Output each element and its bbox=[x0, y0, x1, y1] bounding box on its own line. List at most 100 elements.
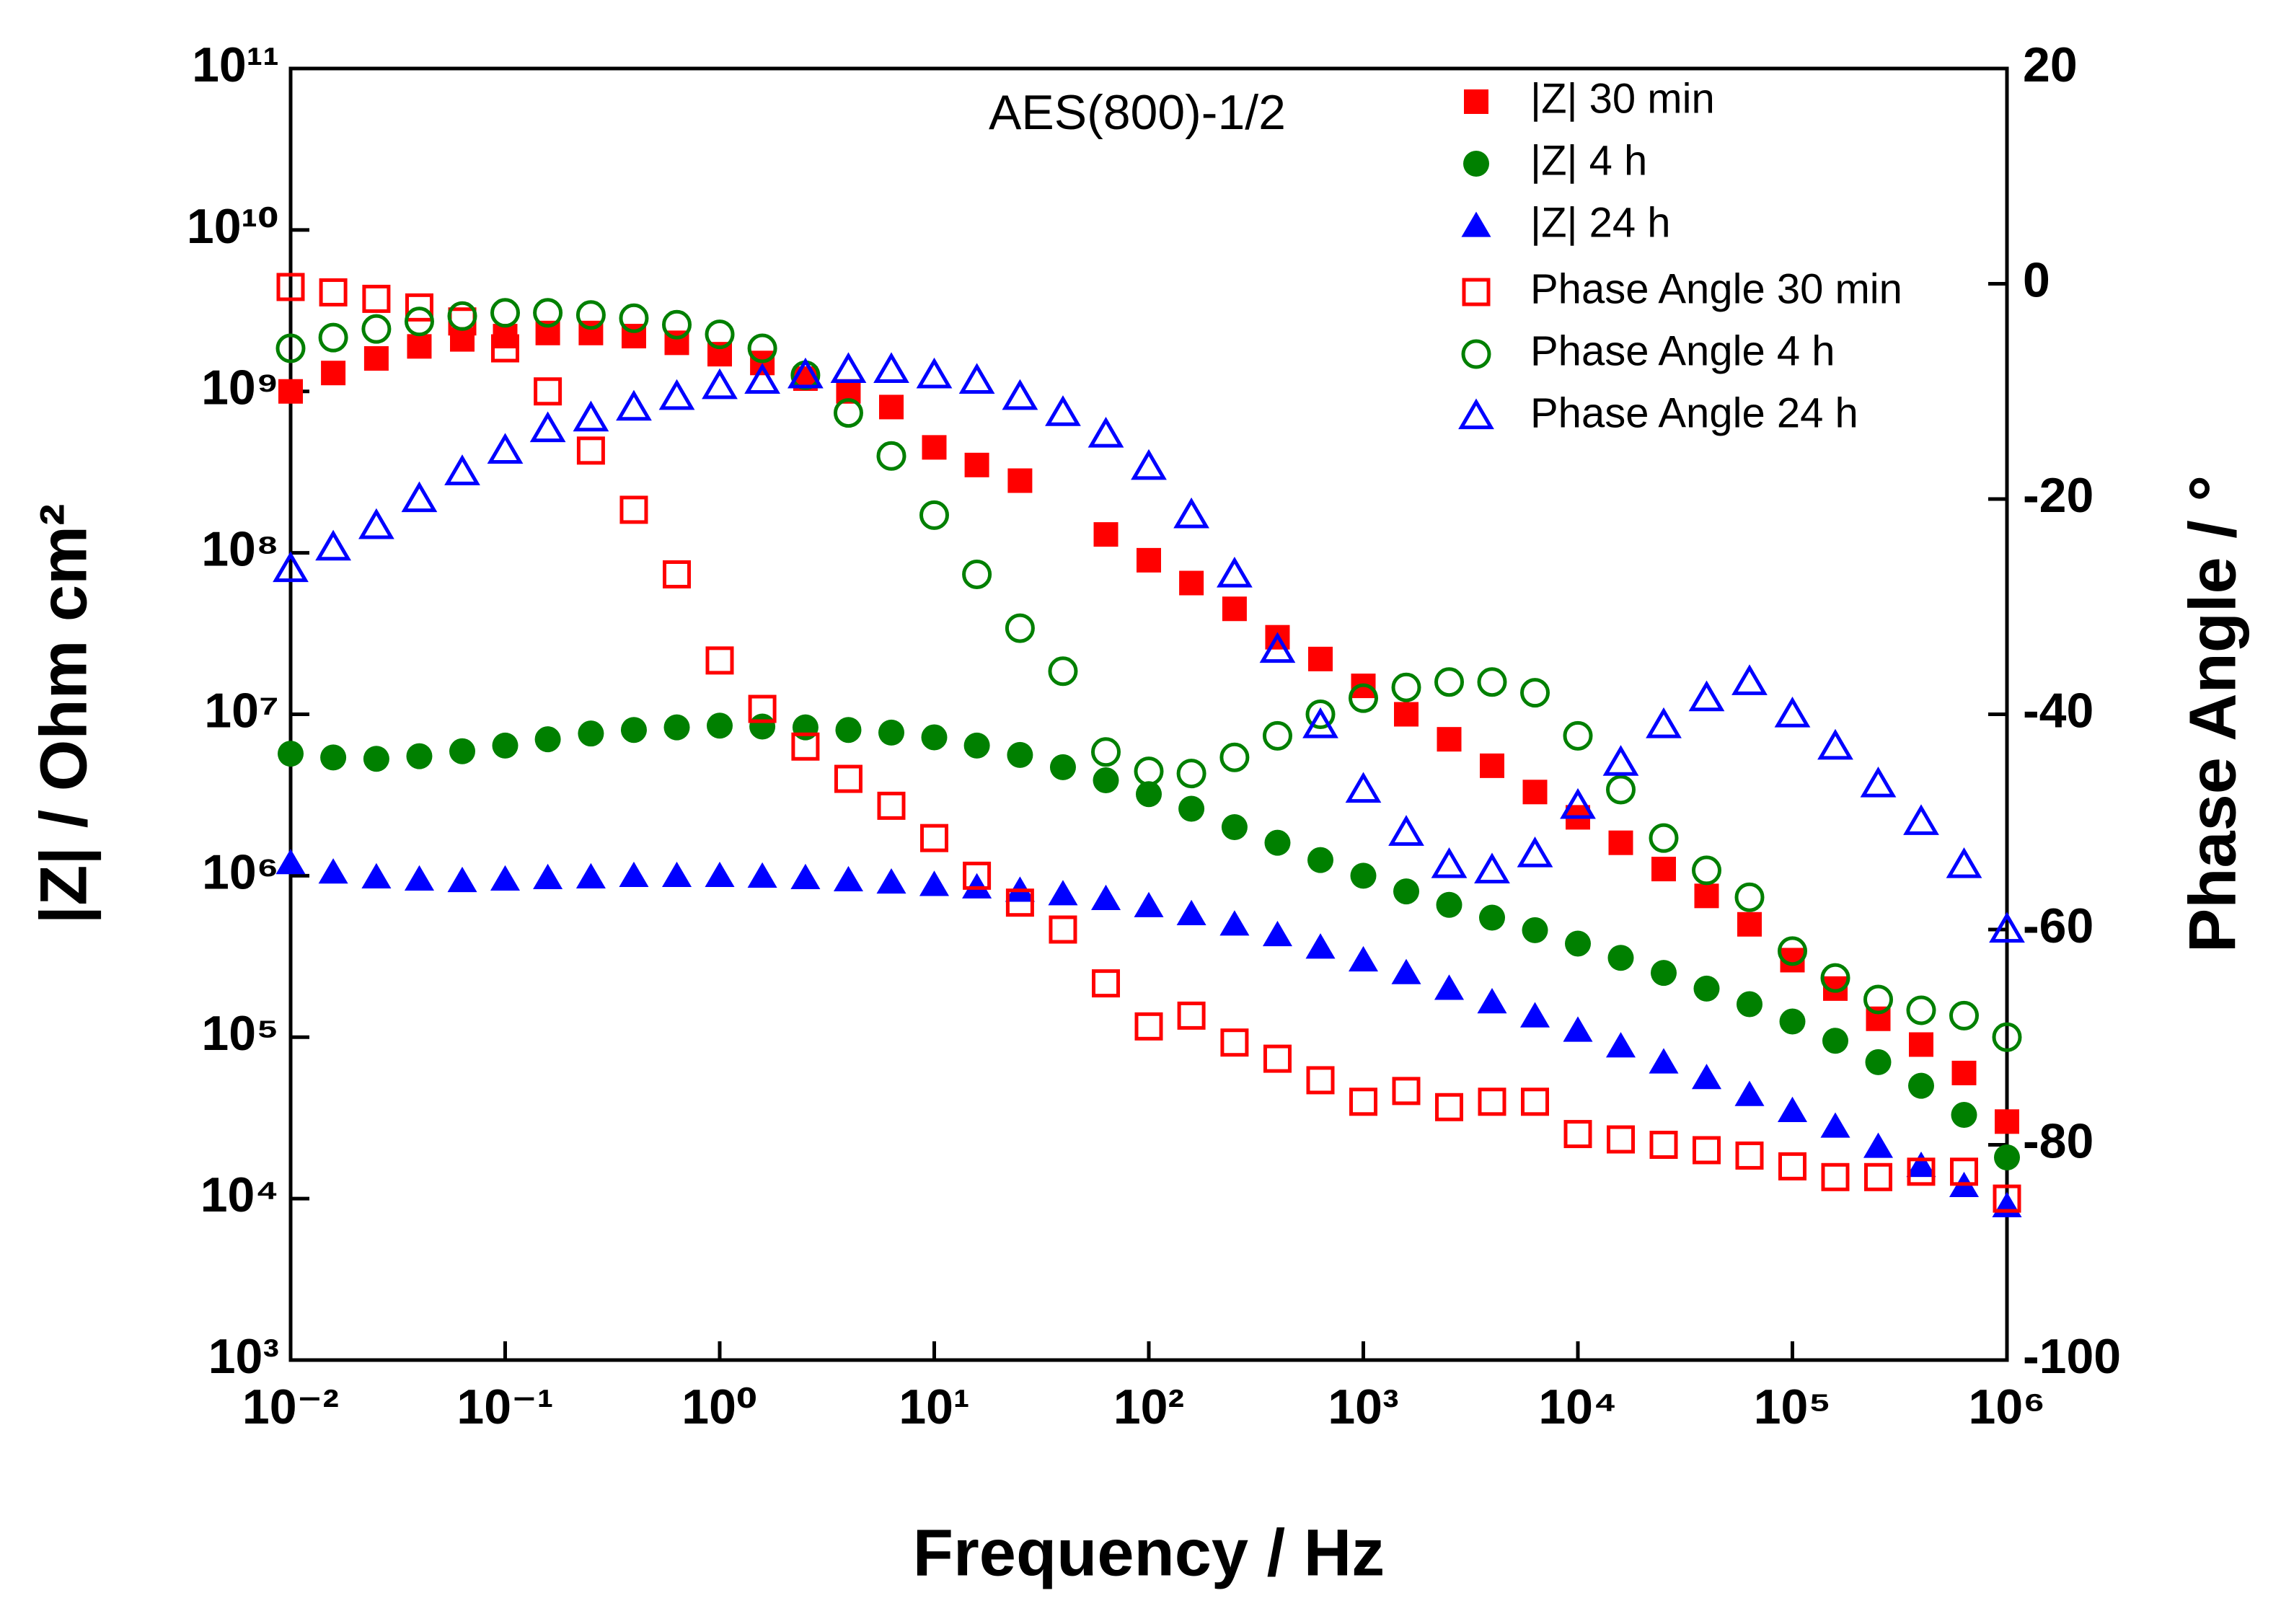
x-tick-label: 10⁰ bbox=[681, 1380, 757, 1434]
impedance-point bbox=[490, 865, 521, 891]
legend-label: |Z| 30 min bbox=[1530, 75, 1715, 122]
impedance-point bbox=[707, 712, 733, 739]
impedance-point bbox=[1651, 960, 1677, 987]
phase-point bbox=[319, 278, 348, 306]
impedance-point bbox=[1179, 570, 1204, 596]
phase-point bbox=[1217, 556, 1253, 588]
phase-point bbox=[1778, 936, 1807, 966]
phase-point bbox=[1477, 667, 1507, 697]
phase-point bbox=[1563, 720, 1593, 751]
impedance-point bbox=[878, 719, 905, 746]
impedance-point bbox=[1049, 754, 1076, 780]
impedance-point bbox=[404, 865, 434, 891]
impedance-point bbox=[363, 746, 389, 772]
y-tick-label: 10⁹ bbox=[201, 361, 279, 415]
phase-point bbox=[787, 357, 824, 389]
legend-label: Phase Angle 4 h bbox=[1530, 327, 1835, 374]
impedance-point bbox=[1865, 1049, 1892, 1075]
phase-point bbox=[1262, 720, 1292, 751]
phase-point bbox=[1305, 700, 1336, 729]
y-axis-title: |Z| / Ohm cm² bbox=[27, 503, 101, 924]
phase-point bbox=[1345, 772, 1382, 803]
phase-point bbox=[958, 363, 995, 394]
phase-point bbox=[529, 411, 566, 443]
phase-point bbox=[919, 500, 949, 530]
y2-tick-label: -100 bbox=[2023, 1329, 2121, 1384]
phase-point bbox=[702, 368, 738, 400]
phase-point bbox=[1388, 815, 1424, 846]
phase-point bbox=[1821, 1162, 1850, 1191]
phase-point bbox=[1817, 728, 1853, 760]
impedance-point bbox=[1479, 753, 1504, 778]
phase-point bbox=[1259, 632, 1296, 663]
phase-point bbox=[490, 298, 520, 328]
phase-point bbox=[273, 551, 309, 583]
phase-point bbox=[1950, 1157, 1978, 1186]
phase-point bbox=[1692, 855, 1722, 886]
phase-point bbox=[1302, 707, 1338, 738]
phase-point bbox=[1391, 672, 1421, 702]
phase-point bbox=[276, 273, 305, 301]
impedance-point bbox=[1264, 829, 1291, 856]
phase-point bbox=[1903, 804, 1939, 835]
impedance-point bbox=[1393, 878, 1420, 905]
phase-point bbox=[1735, 1141, 1764, 1170]
phase-point bbox=[834, 764, 862, 793]
phase-point bbox=[1131, 449, 1167, 480]
impedance-point bbox=[1437, 727, 1462, 752]
phase-point bbox=[1134, 1012, 1163, 1041]
phase-point bbox=[1474, 852, 1510, 884]
x-tick-label: 10¹ bbox=[899, 1380, 969, 1434]
impedance-point bbox=[1434, 974, 1465, 1000]
impedance-point bbox=[921, 724, 948, 751]
y-tick-label: 10⁵ bbox=[201, 1006, 279, 1061]
phase-point bbox=[1176, 759, 1206, 789]
impedance-point bbox=[1694, 883, 1719, 909]
phase-point bbox=[1049, 915, 1077, 944]
phase-point bbox=[1434, 667, 1465, 697]
phase-point bbox=[833, 398, 863, 428]
phase-point bbox=[1774, 696, 1811, 728]
impedance-point bbox=[321, 361, 346, 386]
impedance-point bbox=[1995, 1109, 2019, 1134]
phase-point bbox=[1177, 1001, 1206, 1030]
impedance-point bbox=[1048, 880, 1078, 906]
impedance-point bbox=[919, 870, 950, 896]
impedance-point bbox=[533, 863, 563, 889]
phase-point bbox=[1993, 1184, 2021, 1213]
impedance-point bbox=[1436, 891, 1462, 918]
impedance-point bbox=[407, 334, 432, 359]
impedance-point bbox=[406, 743, 433, 769]
phase-point bbox=[830, 352, 867, 384]
legend-label: Phase Angle 30 min bbox=[1530, 265, 1902, 312]
impedance-point bbox=[1007, 741, 1033, 768]
phase-point bbox=[1478, 1087, 1506, 1116]
phase-point bbox=[533, 298, 563, 328]
impedance-point bbox=[578, 720, 604, 747]
impedance-point bbox=[1394, 702, 1419, 727]
impedance-point bbox=[1176, 899, 1206, 925]
y2-tick-label: 20 bbox=[2023, 37, 2078, 92]
impedance-point bbox=[835, 717, 862, 743]
impedance-point bbox=[1136, 781, 1162, 808]
impedance-point bbox=[1137, 547, 1161, 573]
y2-tick-label: 0 bbox=[2023, 252, 2050, 307]
legend-marker bbox=[1458, 398, 1494, 430]
y-tick-label: 10⁸ bbox=[201, 522, 279, 577]
phase-point bbox=[1392, 1077, 1421, 1106]
legend-label: Phase Angle 24 h bbox=[1530, 389, 1858, 436]
impedance-point bbox=[278, 379, 303, 404]
phase-point bbox=[405, 293, 433, 322]
phase-point bbox=[1002, 379, 1038, 410]
impedance-point bbox=[534, 726, 561, 753]
impedance-point bbox=[278, 741, 304, 767]
phase-point bbox=[916, 357, 953, 389]
impedance-point bbox=[1007, 468, 1033, 493]
phase-point bbox=[877, 791, 906, 820]
phase-point bbox=[404, 306, 434, 337]
phase-point bbox=[447, 301, 477, 331]
phase-point bbox=[487, 433, 524, 464]
phase-point bbox=[1005, 888, 1034, 917]
impedance-point bbox=[363, 346, 389, 371]
